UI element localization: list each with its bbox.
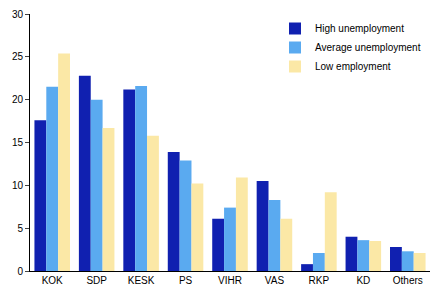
svg-text:Others: Others [393, 275, 423, 286]
svg-text:KD: KD [356, 275, 370, 286]
svg-text:30: 30 [12, 9, 24, 20]
svg-text:Low employment: Low employment [315, 61, 391, 72]
svg-text:SDP: SDP [86, 275, 107, 286]
svg-text:High unemployment: High unemployment [315, 23, 404, 34]
svg-text:10: 10 [12, 180, 24, 191]
svg-text:0: 0 [17, 266, 23, 277]
svg-text:VAS: VAS [265, 275, 285, 286]
svg-text:20: 20 [12, 94, 24, 105]
svg-text:KESK: KESK [128, 275, 155, 286]
svg-text:15: 15 [12, 137, 24, 148]
svg-text:KOK: KOK [42, 275, 63, 286]
svg-text:25: 25 [12, 51, 24, 62]
svg-text:RKP: RKP [309, 275, 330, 286]
svg-text:Average unemployment: Average unemployment [315, 42, 421, 53]
svg-text:5: 5 [17, 223, 23, 234]
svg-text:VIHR: VIHR [218, 275, 242, 286]
svg-text:PS: PS [179, 275, 193, 286]
